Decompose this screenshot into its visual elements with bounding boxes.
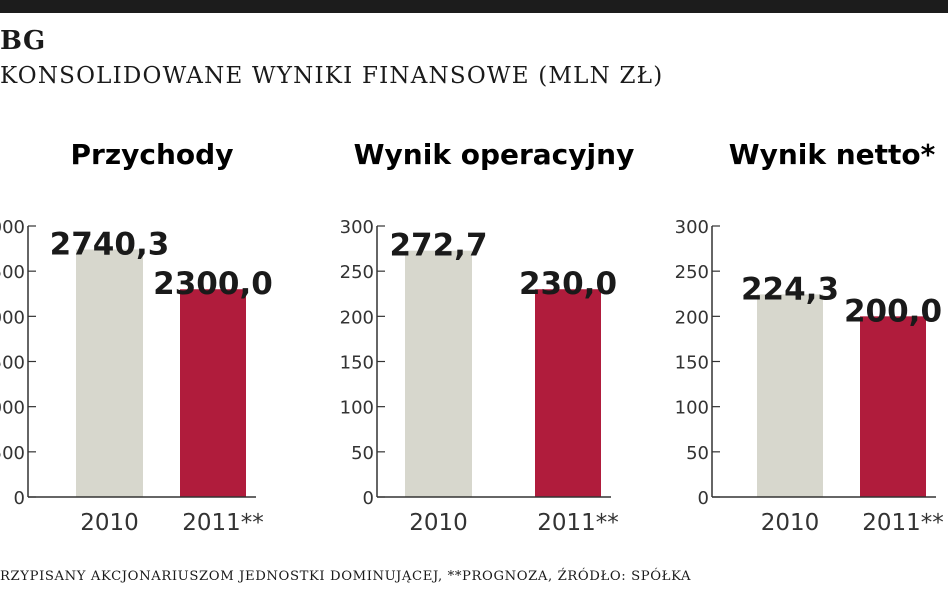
value-label: 272,7 <box>389 228 487 264</box>
chart-panel: Wynik netto* 0 50 100 150 200 250 300 224,3 2010 2… <box>675 138 944 536</box>
bar <box>860 316 926 497</box>
category-label: 2011** <box>182 510 264 536</box>
y-tick-label: 300 <box>675 217 709 238</box>
charts-area: Przychody0500100015002000250030002740,32… <box>0 138 944 536</box>
category-label: 2011** <box>537 510 619 536</box>
y-tick-label: 250 <box>340 262 374 283</box>
chart-panel: Wynik operacyjny 0 50 100 150 200 250 300 272,7 2… <box>340 138 635 536</box>
y-tick-label: 100 <box>675 398 709 419</box>
y-tick-label: 50 <box>686 443 709 464</box>
chart-title: Wynik netto* <box>729 138 936 171</box>
value-label: 2740,3 <box>50 226 170 262</box>
page-subtitle: KONSOLIDOWANE WYNIKI FINANSOWE (MLN ZŁ) <box>0 63 664 89</box>
y-tick-label: 300 <box>340 217 374 238</box>
y-tick-label: 0 <box>698 488 709 509</box>
value-label: 230,0 <box>519 266 617 302</box>
y-tick-label: 150 <box>340 353 374 374</box>
category-label: 2010 <box>80 510 139 536</box>
chart-title: Przychody <box>71 138 234 171</box>
value-label: 200,0 <box>844 293 942 329</box>
value-label: 224,3 <box>741 271 839 307</box>
y-tick-label: 2000 <box>0 307 25 328</box>
y-tick-label: 0 <box>363 488 374 509</box>
bar <box>180 289 246 497</box>
chart-title: Wynik operacyjny <box>354 138 635 171</box>
category-label: 2010 <box>761 510 820 536</box>
chart-panel: Przychody 0 500 1000 1500 2000 2500 3000 2740,3 2… <box>0 138 273 536</box>
company-name: BG <box>0 26 46 56</box>
y-tick-label: 250 <box>675 262 709 283</box>
category-label: 2010 <box>409 510 468 536</box>
y-tick-label: 150 <box>675 353 709 374</box>
y-tick-label: 100 <box>340 398 374 419</box>
y-tick-label: 50 <box>351 443 374 464</box>
y-tick-label: 500 <box>0 443 25 464</box>
bar <box>76 249 143 497</box>
y-tick-label: 2500 <box>0 262 25 283</box>
y-tick-label: 0 <box>14 488 25 509</box>
category-label: 2011** <box>862 510 944 536</box>
bar <box>405 250 472 497</box>
y-tick-label: 200 <box>340 307 374 328</box>
y-tick-label: 1000 <box>0 398 25 419</box>
footnote: RZYPISANY AKCJONARIUSZOM JEDNOSTKI DOMIN… <box>0 569 692 584</box>
y-tick-label: 1500 <box>0 353 25 374</box>
top-bar <box>0 0 948 13</box>
bar <box>535 289 601 497</box>
y-tick-label: 3000 <box>0 217 25 238</box>
y-tick-label: 200 <box>675 307 709 328</box>
value-label: 2300,0 <box>153 266 273 302</box>
bar <box>757 294 823 497</box>
